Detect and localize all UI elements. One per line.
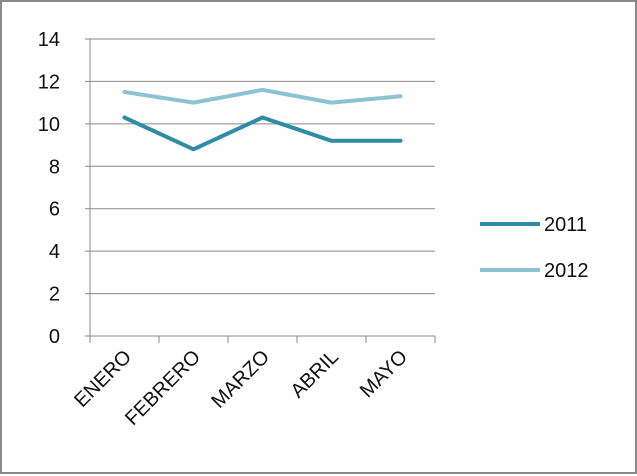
legend-label: 2012 <box>544 260 589 282</box>
x-tick-label: ENERO <box>70 346 136 412</box>
y-tick-label: 2 <box>49 284 60 306</box>
series-lines <box>122 87 403 152</box>
x-tick-label: MAYO <box>356 346 412 402</box>
y-tick-label: 14 <box>38 29 60 51</box>
axes <box>85 38 436 343</box>
series-line-2011 <box>122 115 403 152</box>
legend-label: 2011 <box>544 214 587 236</box>
y-tick-label: 10 <box>38 114 60 136</box>
legend: 2011 2012 <box>480 214 589 282</box>
x-tick-label: MARZO <box>207 346 274 413</box>
x-tick-label: FEBRERO <box>121 346 205 430</box>
y-tick-label: 0 <box>49 326 60 348</box>
y-tick-label: 8 <box>49 156 60 178</box>
gridlines <box>90 38 435 295</box>
y-tick-label: 12 <box>38 71 60 93</box>
x-tick-label: ABRIL <box>287 346 343 402</box>
series-line-2012 <box>122 87 403 105</box>
y-tick-label: 6 <box>49 199 60 221</box>
y-tick-label: 4 <box>49 241 60 263</box>
